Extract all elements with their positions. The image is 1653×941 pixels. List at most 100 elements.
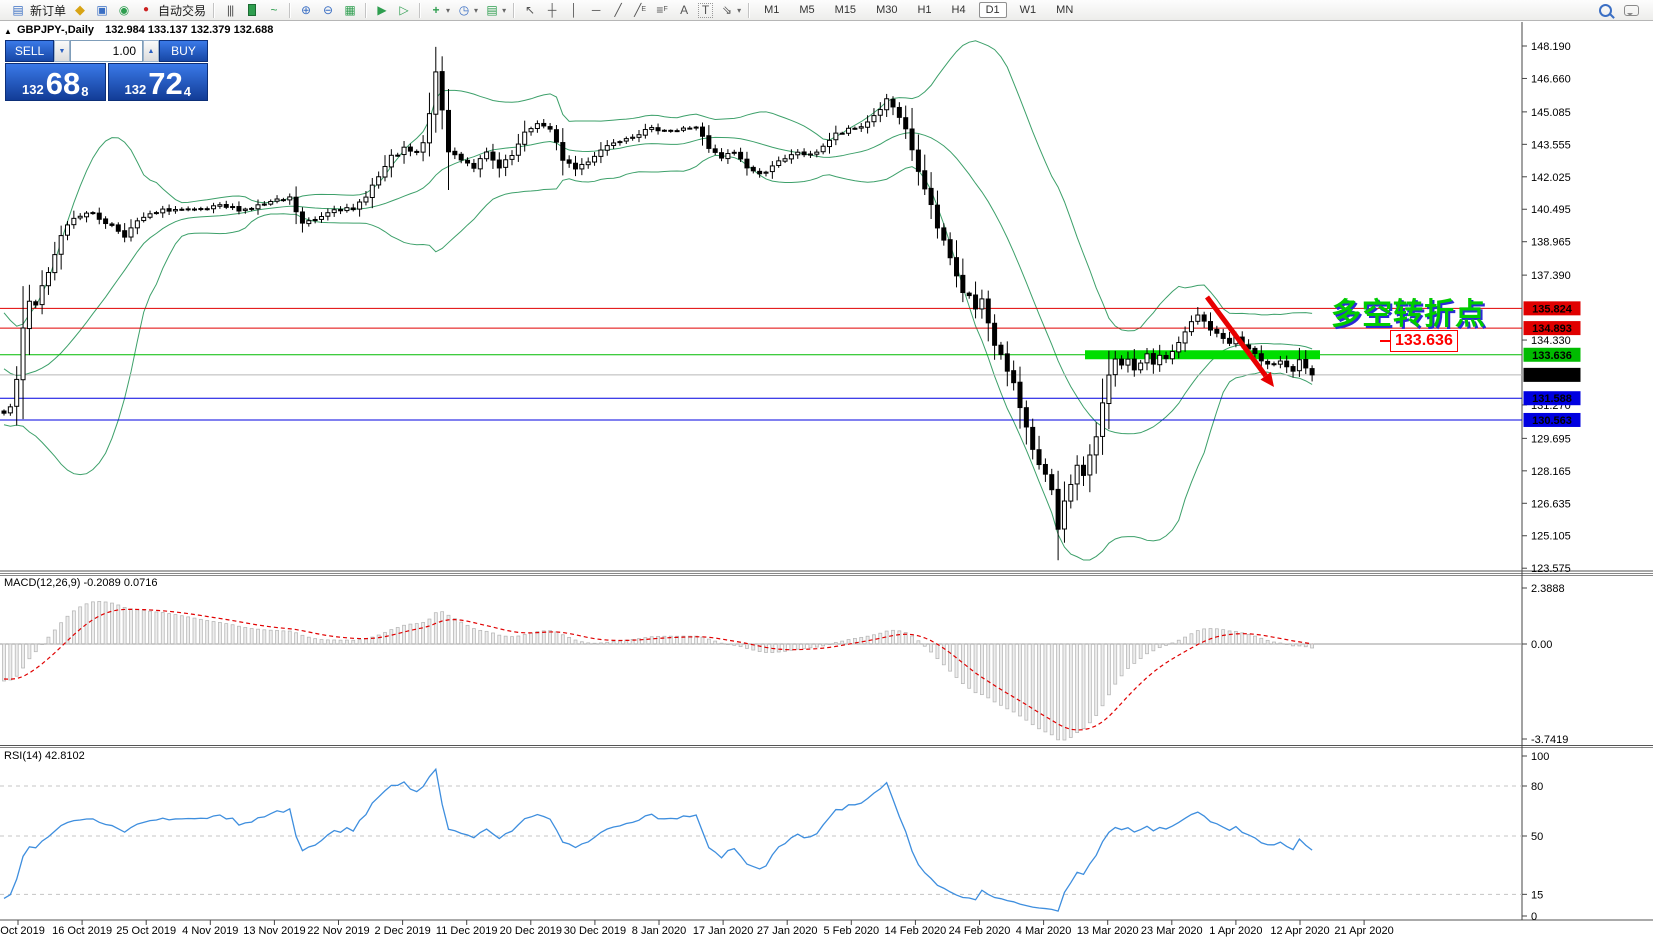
- chevron-down-icon: ▾: [502, 5, 507, 15]
- timeframe-H1[interactable]: H1: [917, 4, 932, 16]
- time-label: 7 Oct 2019: [0, 925, 45, 937]
- clock-icon: ◷: [458, 3, 470, 17]
- chat-icon[interactable]: [1624, 4, 1639, 16]
- arrows-tool-button[interactable]: ⇘ ▾: [719, 2, 741, 18]
- templates-button[interactable]: ▤ ▾: [484, 2, 506, 18]
- chevron-down-icon: ▾: [737, 5, 742, 15]
- charts-gold-icon[interactable]: ◆: [75, 2, 86, 17]
- price-tick-label: 148.190: [1531, 41, 1571, 53]
- bollinger-middle-band: [3, 132, 1313, 435]
- timeframe-W1[interactable]: W1: [1019, 4, 1037, 16]
- crosshair-tool-icon[interactable]: ┼: [547, 3, 557, 17]
- chart-shift-icon[interactable]: ▷: [399, 3, 409, 17]
- rsi-line: [3, 767, 1313, 912]
- macd-indicator-label: MACD(12,26,9) -0.2089 0.0716: [4, 577, 158, 589]
- cursor-tool-icon[interactable]: ↖: [525, 3, 536, 17]
- main-toolbar: ▤ 新订单 ◆ ▣ ◉ ● 自动交易 ||| ~ ⊕ ⊖ ▦ ▶ ▷ + ▾ ◷…: [0, 0, 1653, 21]
- time-label: 5 Feb 2020: [823, 925, 879, 937]
- line-chart-icon[interactable]: ~: [270, 3, 278, 17]
- chevron-down-icon: ▾: [446, 5, 451, 15]
- sell-price-display[interactable]: 132 68 8: [5, 63, 106, 101]
- time-label: 13 Mar 2020: [1077, 925, 1139, 937]
- price-badge: [1523, 412, 1581, 427]
- price-badge: [1523, 321, 1581, 336]
- autotrading-button[interactable]: ● 自动交易: [138, 2, 206, 19]
- time-label: 25 Oct 2019: [116, 925, 176, 937]
- text-label-tool-icon[interactable]: T: [698, 2, 714, 18]
- toolbar-separator: [748, 2, 751, 18]
- candlestick-chart-icon[interactable]: [244, 2, 260, 18]
- macd-tick-label: 2.3888: [1531, 583, 1565, 595]
- signal-icon[interactable]: ◉: [118, 3, 130, 17]
- price-tick-label: 126.635: [1531, 498, 1571, 510]
- new-order-button[interactable]: ▤ 新订单: [10, 2, 66, 19]
- price-tick-label: 140.495: [1531, 204, 1571, 216]
- new-order-icon: ▤: [12, 3, 24, 17]
- zoom-in-icon[interactable]: ⊕: [301, 3, 312, 17]
- timeframe-MN[interactable]: MN: [1056, 4, 1074, 16]
- rsi-tick-label: 50: [1531, 831, 1543, 843]
- toolbar-separator: [513, 2, 516, 18]
- buy-price-display[interactable]: 132 72 4: [107, 63, 208, 101]
- arrow-tool-icon: ⇘: [722, 3, 733, 17]
- rsi-tick-label: 0: [1531, 911, 1537, 923]
- macd-tick-label: 0.00: [1531, 639, 1552, 651]
- price-tick-label: 129.695: [1531, 433, 1571, 445]
- bar-chart-icon[interactable]: |||: [226, 3, 234, 17]
- ohlc-values: 132.984 133.137 132.379 132.688: [105, 24, 274, 36]
- fibonacci-tool-icon[interactable]: ≡ F: [656, 3, 668, 17]
- time-label: 27 Jan 2020: [757, 925, 818, 937]
- sell-price-sup: 8: [81, 84, 89, 99]
- time-label: 20 Dec 2019: [500, 925, 562, 937]
- new-order-label: 新订单: [30, 3, 67, 18]
- price-badge-label: 134.893: [1532, 323, 1572, 335]
- zoom-out-icon[interactable]: ⊖: [323, 3, 334, 17]
- volume-increase-button[interactable]: ▲: [143, 40, 159, 62]
- toolbar-separator: [289, 2, 292, 18]
- periods-button[interactable]: ◷ ▾: [456, 2, 478, 18]
- timeframe-M1[interactable]: M1: [764, 4, 780, 16]
- indicators-button[interactable]: + ▾: [428, 2, 451, 18]
- buy-button[interactable]: BUY: [159, 40, 208, 62]
- profiles-icon[interactable]: ▣: [96, 3, 108, 17]
- time-label: 16 Oct 2019: [52, 925, 112, 937]
- timeframe-M15[interactable]: M15: [834, 4, 857, 16]
- trendline-tool-icon[interactable]: ╱: [614, 3, 622, 17]
- search-icon[interactable]: [1599, 3, 1612, 17]
- sell-button[interactable]: SELL: [5, 40, 54, 62]
- text-tool-icon[interactable]: A: [680, 3, 689, 17]
- vertical-line-tool-icon[interactable]: │: [570, 3, 578, 17]
- collapse-marker-icon[interactable]: ▲: [4, 27, 12, 36]
- time-label: 13 Nov 2019: [243, 925, 305, 937]
- tile-windows-icon[interactable]: ▦: [344, 3, 356, 17]
- time-label: 22 Nov 2019: [307, 925, 369, 937]
- autotrading-icon: ●: [142, 4, 150, 15]
- time-label: 1 Apr 2020: [1209, 925, 1262, 937]
- rsi-indicator-label: RSI(14) 42.8102: [4, 750, 85, 762]
- price-badge-label: 133.636: [1532, 350, 1572, 362]
- volume-input[interactable]: 1.00: [70, 40, 143, 62]
- channel-tool-icon[interactable]: ╱ E: [634, 3, 647, 17]
- timeframe-M5[interactable]: M5: [799, 4, 815, 16]
- volume-decrease-button[interactable]: ▼: [54, 40, 70, 62]
- auto-scroll-icon[interactable]: ▶: [377, 3, 387, 17]
- trend-arrow-line: [1204, 295, 1268, 378]
- timeframe-M30[interactable]: M30: [876, 4, 898, 16]
- time-label: 12 Apr 2020: [1270, 925, 1329, 937]
- timeframe-D1[interactable]: D1: [978, 2, 1007, 18]
- toolbar-separator: [365, 2, 368, 18]
- level-price-label: 133.636: [1390, 330, 1458, 352]
- price-badge: [1523, 391, 1581, 406]
- time-label: 21 Apr 2020: [1334, 925, 1393, 937]
- symbol-period-label: GBPJPY-,Daily: [17, 24, 95, 36]
- sell-price-big: 68: [45, 66, 81, 101]
- template-icon: ▤: [486, 3, 498, 17]
- price-tick-label: 145.085: [1531, 107, 1571, 119]
- price-tick-label: 128.165: [1531, 466, 1571, 478]
- price-badge-label: 130.563: [1532, 415, 1572, 427]
- turning-point-annotation: 多空转折点: [1331, 298, 1486, 331]
- chart-title: GBPJPY-,Daily 132.984 133.137 132.379 13…: [17, 24, 273, 36]
- timeframe-H4[interactable]: H4: [951, 4, 966, 16]
- horizontal-line-tool-icon[interactable]: ─: [591, 3, 601, 17]
